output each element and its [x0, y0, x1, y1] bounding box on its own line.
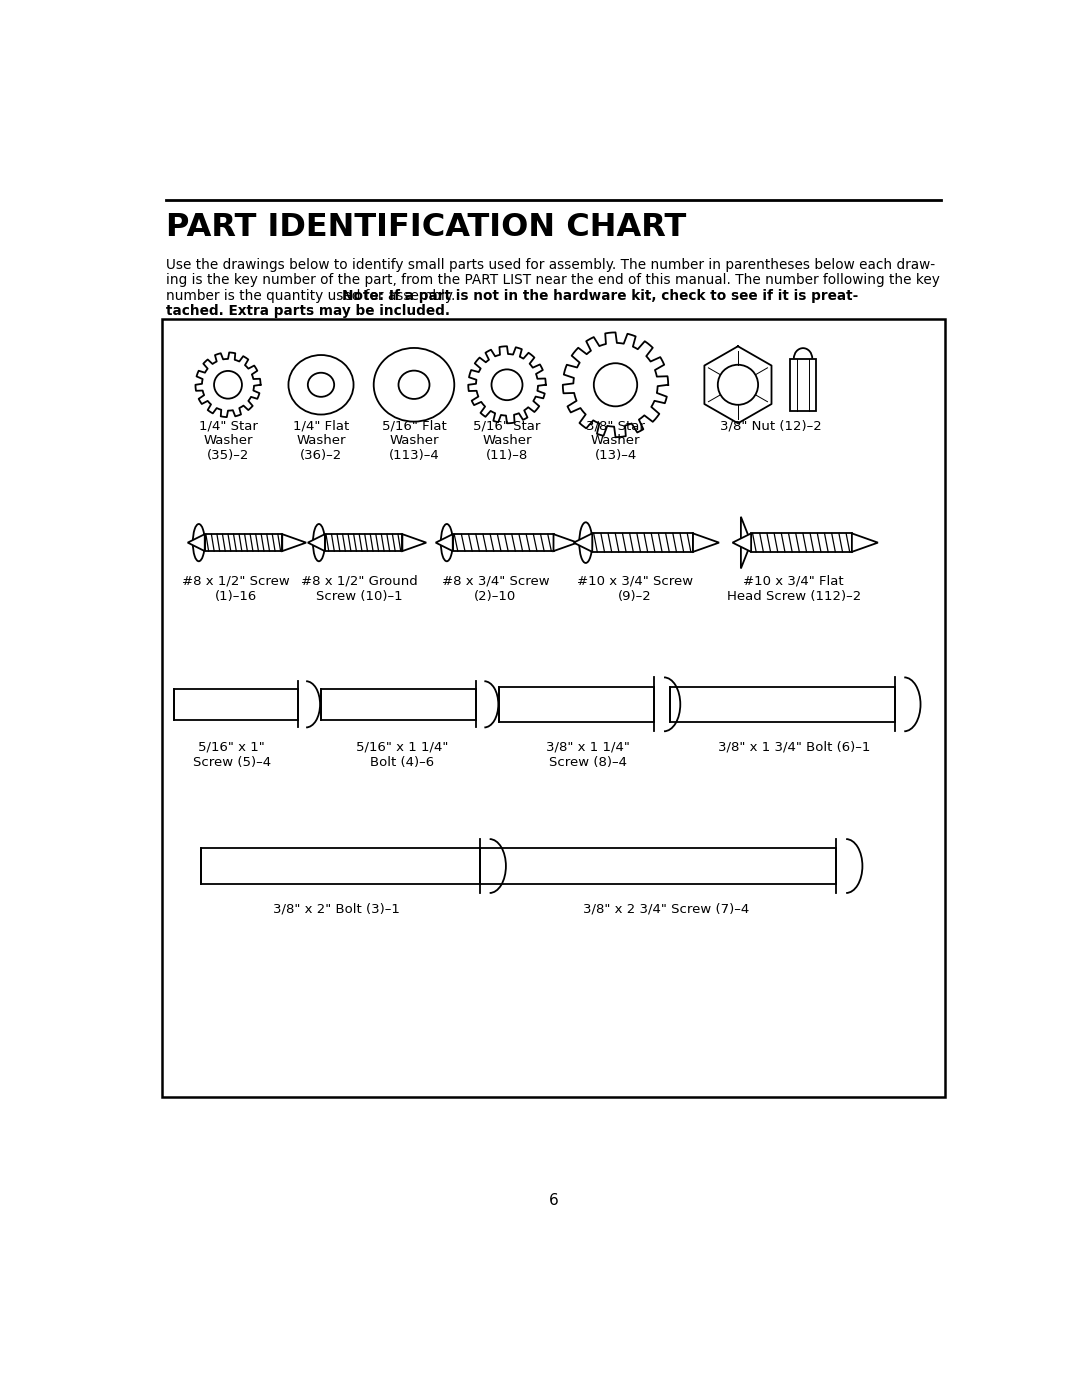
Text: 1/4" Flat
Washer
(36)–2: 1/4" Flat Washer (36)–2 — [293, 419, 349, 462]
Text: 5/16" x 1 1/4"
Bolt (4)–6: 5/16" x 1 1/4" Bolt (4)–6 — [356, 740, 448, 768]
Text: 3/8" Star
Washer
(13)–4: 3/8" Star Washer (13)–4 — [586, 419, 645, 462]
FancyBboxPatch shape — [201, 848, 480, 884]
FancyBboxPatch shape — [499, 686, 654, 722]
Text: 3/8" x 2 3/4" Screw (7)–4: 3/8" x 2 3/4" Screw (7)–4 — [583, 902, 750, 915]
Text: 3/8" Nut (12)–2: 3/8" Nut (12)–2 — [719, 419, 822, 433]
Text: #10 x 3/4" Screw
(9)–2: #10 x 3/4" Screw (9)–2 — [577, 576, 693, 604]
FancyBboxPatch shape — [205, 534, 282, 550]
Ellipse shape — [579, 522, 592, 563]
Text: Note: If a part is not in the hardware kit, check to see if it is preat-: Note: If a part is not in the hardware k… — [342, 289, 859, 303]
Polygon shape — [554, 534, 578, 550]
Polygon shape — [282, 534, 306, 550]
Polygon shape — [693, 534, 719, 552]
Text: number is the quantity used for assembly.: number is the quantity used for assembly… — [166, 289, 460, 303]
Polygon shape — [852, 534, 878, 552]
Text: 3/8" x 2" Bolt (3)–1: 3/8" x 2" Bolt (3)–1 — [273, 902, 400, 915]
Text: 5/16" x 1"
Screw (5)–4: 5/16" x 1" Screw (5)–4 — [193, 740, 271, 768]
FancyBboxPatch shape — [592, 534, 693, 552]
FancyBboxPatch shape — [480, 848, 836, 884]
Text: #8 x 1/2" Screw
(1)–16: #8 x 1/2" Screw (1)–16 — [181, 576, 289, 604]
Polygon shape — [732, 534, 751, 552]
Polygon shape — [403, 534, 427, 550]
Text: 6: 6 — [549, 1193, 558, 1208]
Text: 3/8" x 1 1/4"
Screw (8)–4: 3/8" x 1 1/4" Screw (8)–4 — [546, 740, 631, 768]
FancyBboxPatch shape — [453, 534, 554, 550]
Polygon shape — [435, 534, 453, 550]
Text: Use the drawings below to identify small parts used for assembly. The number in : Use the drawings below to identify small… — [166, 257, 935, 272]
FancyBboxPatch shape — [174, 689, 298, 719]
Polygon shape — [741, 517, 751, 569]
Polygon shape — [573, 534, 592, 552]
Polygon shape — [308, 534, 325, 550]
Ellipse shape — [441, 524, 453, 562]
Text: #8 x 1/2" Ground
Screw (10)–1: #8 x 1/2" Ground Screw (10)–1 — [301, 576, 418, 604]
FancyBboxPatch shape — [789, 359, 816, 411]
FancyBboxPatch shape — [325, 534, 403, 550]
FancyBboxPatch shape — [670, 686, 894, 722]
Text: #10 x 3/4" Flat
Head Screw (112)–2: #10 x 3/4" Flat Head Screw (112)–2 — [727, 576, 861, 604]
Text: PART IDENTIFICATION CHART: PART IDENTIFICATION CHART — [166, 211, 686, 243]
Ellipse shape — [193, 524, 205, 562]
FancyBboxPatch shape — [751, 534, 852, 552]
Text: #8 x 3/4" Screw
(2)–10: #8 x 3/4" Screw (2)–10 — [442, 576, 550, 604]
Text: 1/4" Star
Washer
(35)–2: 1/4" Star Washer (35)–2 — [199, 419, 257, 462]
Polygon shape — [188, 534, 205, 550]
Text: 3/8" x 1 3/4" Bolt (6)–1: 3/8" x 1 3/4" Bolt (6)–1 — [717, 740, 869, 753]
Text: 5/16" Star
Washer
(11)–8: 5/16" Star Washer (11)–8 — [473, 419, 541, 462]
FancyBboxPatch shape — [162, 320, 945, 1097]
Ellipse shape — [313, 524, 325, 562]
FancyBboxPatch shape — [321, 689, 476, 719]
Text: tached. Extra parts may be included.: tached. Extra parts may be included. — [166, 305, 450, 319]
Text: ing is the key number of the part, from the PART LIST near the end of this manua: ing is the key number of the part, from … — [166, 274, 940, 288]
Text: 5/16" Flat
Washer
(113)–4: 5/16" Flat Washer (113)–4 — [381, 419, 446, 462]
